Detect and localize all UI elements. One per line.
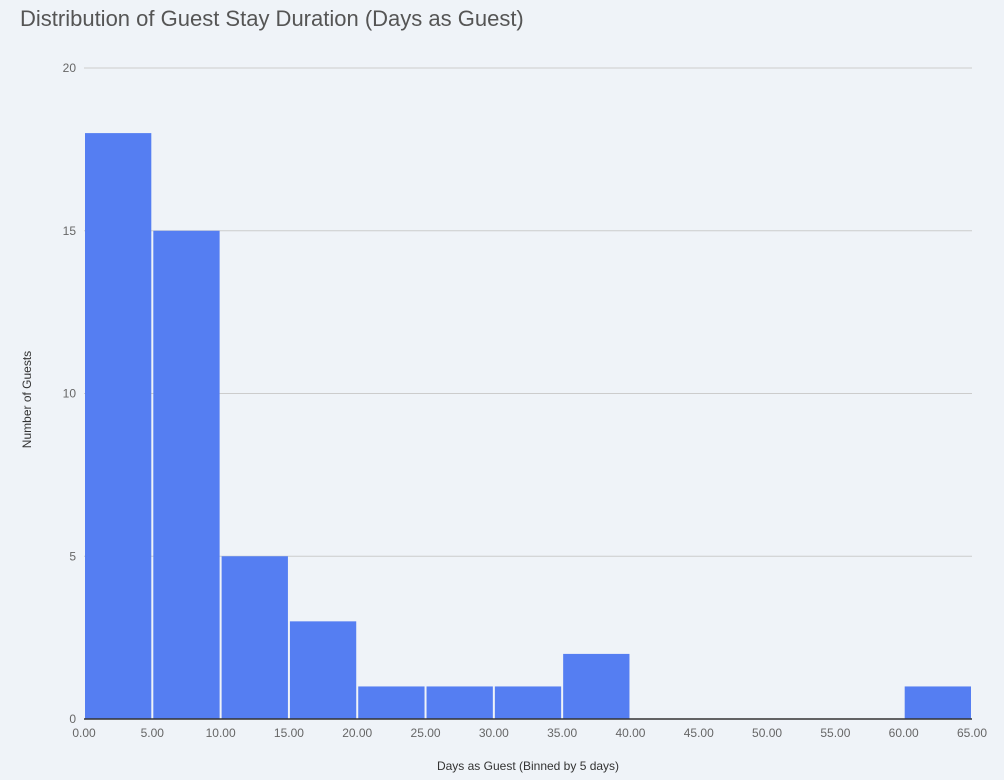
- y-tick-label: 0: [69, 712, 76, 726]
- x-tick-label: 50.00: [752, 726, 782, 740]
- x-tick-label: 45.00: [684, 726, 714, 740]
- bar-bin-35-40: [563, 653, 630, 719]
- y-tick-label: 5: [69, 549, 76, 563]
- chart-title: Distribution of Guest Stay Duration (Day…: [20, 6, 524, 31]
- y-axis-title: Number of Guests: [20, 351, 34, 448]
- y-tick-labels: 0 5 10 15 20: [63, 61, 77, 726]
- x-tick-label: 0.00: [72, 726, 96, 740]
- x-tick-label: 25.00: [411, 726, 441, 740]
- bar-bin-30-35: [494, 686, 562, 719]
- bar-bin-10-15: [221, 556, 288, 719]
- x-tick-label: 35.00: [547, 726, 577, 740]
- bar-bin-0-5: [85, 133, 152, 720]
- bar-bin-15-20: [289, 621, 357, 719]
- x-tick-label: 20.00: [342, 726, 372, 740]
- x-tick-label: 5.00: [141, 726, 165, 740]
- y-tick-label: 15: [63, 224, 77, 238]
- x-tick-label: 40.00: [615, 726, 645, 740]
- x-tick-labels: 0.00 5.00 10.00 15.00 20.00 25.00 30.00 35.00 40…: [72, 726, 987, 740]
- bars: [85, 133, 971, 720]
- x-tick-label: 60.00: [889, 726, 919, 740]
- x-tick-label: 65.00: [957, 726, 987, 740]
- y-tick-label: 20: [63, 61, 77, 75]
- x-tick-label: 15.00: [274, 726, 304, 740]
- bar-bin-20-25: [358, 686, 425, 719]
- x-tick-label: 10.00: [206, 726, 236, 740]
- y-tick-label: 10: [63, 387, 77, 401]
- x-tick-label: 55.00: [820, 726, 850, 740]
- bar-bin-60-65: [904, 686, 971, 719]
- x-tick-label: 30.00: [479, 726, 509, 740]
- x-axis-title: Days as Guest (Binned by 5 days): [437, 759, 619, 773]
- bar-bin-5-10: [153, 230, 220, 719]
- bar-bin-25-30: [426, 686, 493, 719]
